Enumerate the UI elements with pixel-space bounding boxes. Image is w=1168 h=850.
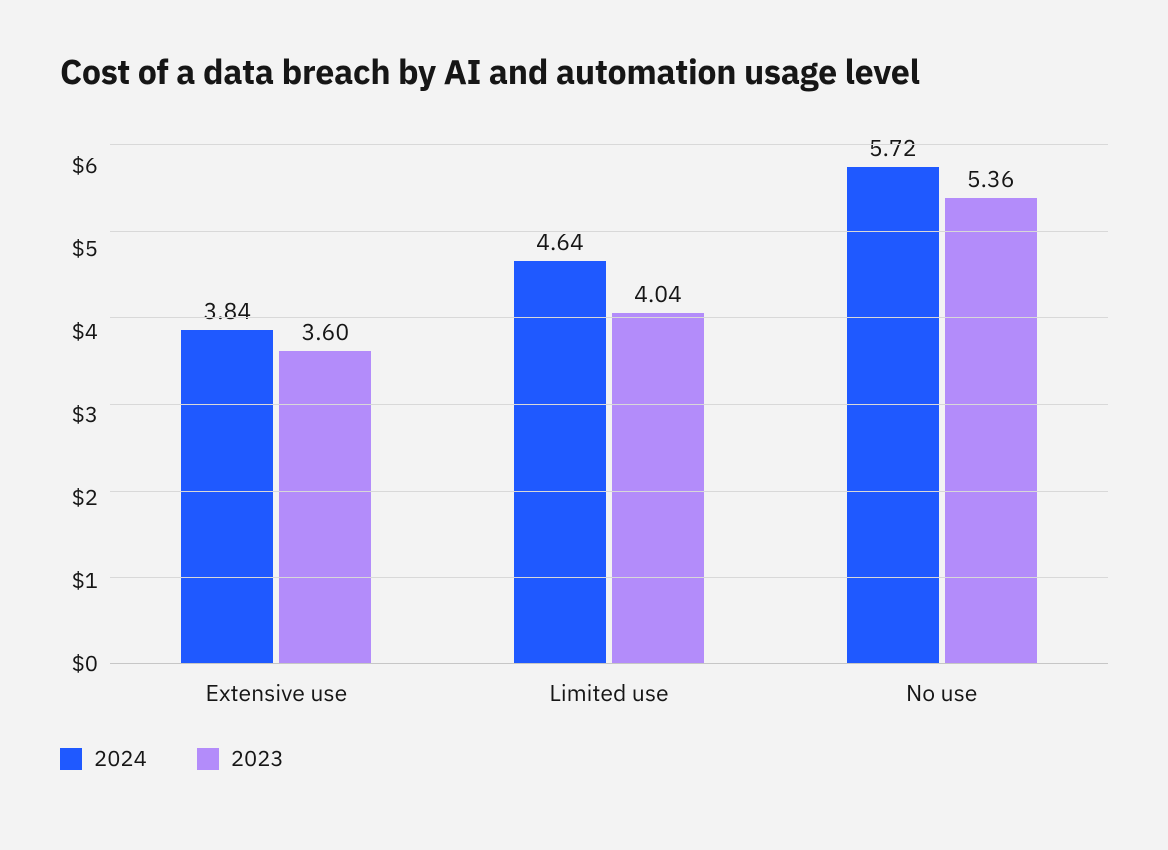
x-axis-label: Limited use bbox=[443, 678, 776, 708]
x-axis: Extensive useLimited useNo use bbox=[110, 678, 1108, 708]
legend-swatch bbox=[197, 748, 219, 770]
bar: 5.72 bbox=[847, 167, 939, 663]
y-tick: $6 bbox=[72, 155, 98, 177]
plot-area: 3.843.604.644.045.725.36 bbox=[110, 144, 1108, 664]
plot-wrap: $6$5$4$3$2$1$0 3.843.604.644.045.725.36 bbox=[60, 144, 1108, 664]
x-axis-label: Extensive use bbox=[110, 678, 443, 708]
bar-value-label: 4.04 bbox=[634, 279, 682, 309]
bar: 3.84 bbox=[181, 330, 273, 663]
y-tick: $2 bbox=[72, 487, 98, 509]
bar-value-label: 5.36 bbox=[967, 164, 1015, 194]
bar: 4.04 bbox=[612, 313, 704, 663]
bar: 3.60 bbox=[279, 351, 371, 663]
bar-value-label: 3.60 bbox=[302, 317, 350, 347]
gridline bbox=[110, 317, 1108, 318]
legend-item: 2023 bbox=[197, 744, 284, 773]
y-tick: $3 bbox=[72, 404, 98, 426]
bar: 5.36 bbox=[945, 198, 1037, 663]
legend-swatch bbox=[60, 748, 82, 770]
x-axis-label: No use bbox=[775, 678, 1108, 708]
gridline bbox=[110, 404, 1108, 405]
y-axis: $6$5$4$3$2$1$0 bbox=[60, 144, 110, 664]
gridline bbox=[110, 577, 1108, 578]
y-tick: $0 bbox=[72, 653, 98, 675]
gridline bbox=[110, 491, 1108, 492]
y-tick: $4 bbox=[72, 321, 98, 343]
legend-label: 2024 bbox=[94, 744, 147, 773]
legend: 2024 2023 bbox=[60, 744, 1108, 773]
chart-container: Cost of a data breach by AI and automati… bbox=[0, 0, 1168, 803]
bar-value-label: 3.84 bbox=[204, 296, 252, 326]
chart-title: Cost of a data breach by AI and automati… bbox=[60, 50, 1108, 94]
bar-value-label: 5.72 bbox=[869, 133, 917, 163]
y-tick: $1 bbox=[72, 570, 98, 592]
bar: 4.64 bbox=[514, 261, 606, 663]
legend-item: 2024 bbox=[60, 744, 147, 773]
gridline bbox=[110, 144, 1108, 145]
legend-label: 2023 bbox=[231, 744, 284, 773]
gridline bbox=[110, 231, 1108, 232]
y-tick: $5 bbox=[72, 238, 98, 260]
